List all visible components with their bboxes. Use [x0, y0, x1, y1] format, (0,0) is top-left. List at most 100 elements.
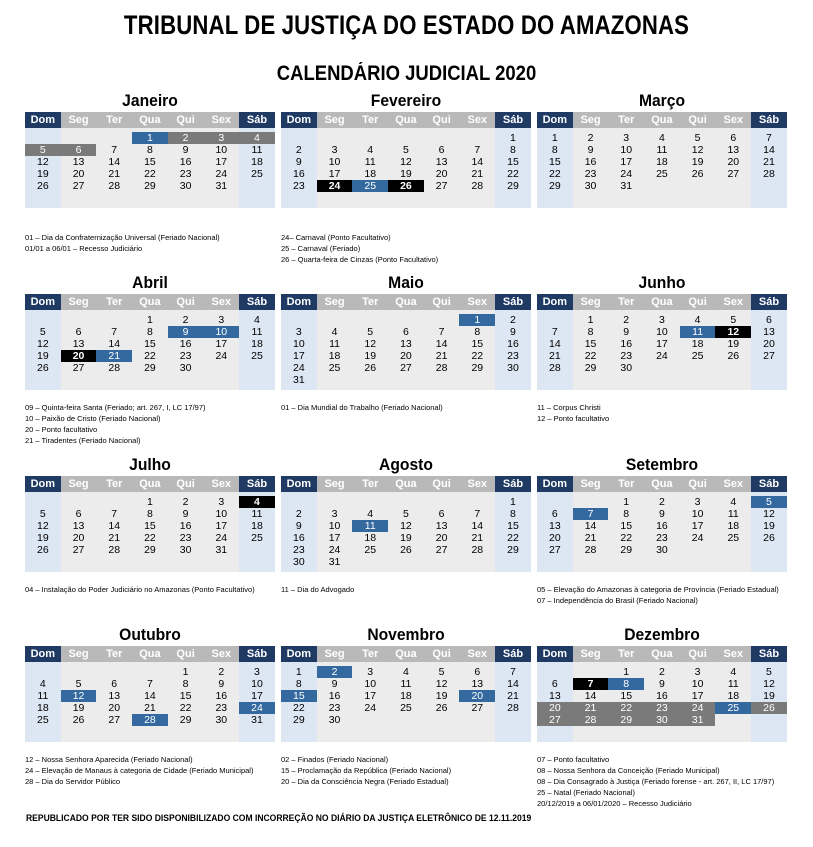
- day-cell: 9: [167, 326, 204, 338]
- day-cell: 29: [549, 180, 561, 192]
- week-row: 20 21 22 23 24 25 26: [537, 532, 787, 544]
- day-cell: 10: [656, 326, 668, 338]
- empty-cell: [495, 714, 531, 726]
- day-cell: 6: [730, 132, 737, 144]
- empty-cell: [203, 362, 239, 374]
- day-cell: 2: [167, 132, 204, 144]
- day-cell: 22: [144, 532, 156, 544]
- day-cell: 20: [727, 156, 740, 168]
- weekday-label: Qua: [132, 646, 168, 662]
- day-cell: 9: [331, 678, 338, 690]
- note-line: 07 – Ponto facultativo: [537, 755, 610, 764]
- weekday-label: Sáb: [239, 112, 275, 128]
- weekday-header: Dom Seg Ter Qua Qui Sex Sáb: [281, 476, 531, 492]
- day-cell: 22: [620, 532, 633, 544]
- week-row: 1 2 3 4 5 6 7: [281, 666, 531, 678]
- day-cell: 13: [549, 520, 561, 532]
- weekday-label: Qua: [644, 112, 680, 128]
- weekday-label: Ter: [96, 476, 133, 492]
- day-cell: 19: [37, 168, 49, 180]
- week-row: 27 28 29 30: [537, 544, 787, 556]
- day-cell: 29: [179, 714, 192, 726]
- day-cell: 16: [179, 520, 192, 532]
- day-cell: 31: [215, 180, 228, 192]
- week-row: 20 21 22 23 24 25 26: [537, 702, 787, 714]
- note-line: 01 – Dia da Confraternização Universal (…: [25, 233, 220, 242]
- day-cell: 24: [239, 702, 275, 714]
- day-cell: 30: [179, 180, 192, 192]
- day-cell: 7: [111, 326, 118, 338]
- day-cell: 23: [293, 544, 305, 556]
- weekday-label: Dom: [537, 646, 573, 662]
- holiday-notes-novembro: 02 – Finados (Feriado Nacional) 15 – Proc…: [281, 754, 451, 787]
- weekday-label: Ter: [608, 646, 645, 662]
- week-row: 1 2 3 4 5: [537, 666, 787, 678]
- day-cell: 17: [215, 156, 228, 168]
- weekday-label: Dom: [25, 476, 61, 492]
- empty-cell: [751, 362, 787, 374]
- day-cell: 22: [293, 702, 305, 714]
- month-name: Setembro: [625, 455, 699, 474]
- day-cell: 2: [218, 666, 225, 678]
- day-cell: 16: [656, 690, 668, 702]
- day-cell: 9: [510, 326, 516, 338]
- day-cell: 10: [364, 678, 377, 690]
- day-cell: 15: [620, 520, 633, 532]
- day-cell: 24: [364, 702, 377, 714]
- day-cell: 2: [316, 666, 353, 678]
- day-cell: 23: [507, 350, 519, 362]
- day-cell: 30: [179, 544, 192, 556]
- empty-cell: [25, 314, 61, 326]
- day-cell: 1: [587, 314, 594, 326]
- day-cell: 20: [549, 532, 561, 544]
- holiday-notes-agosto: 11 – Dia do Advogado: [281, 584, 354, 595]
- week-row: 26 27 28 29 30 31: [25, 180, 275, 192]
- weekday-label: Seg: [316, 112, 353, 128]
- day-cell: 8: [608, 678, 645, 690]
- week-row: 9 10 11 12 13 14 15: [281, 156, 531, 168]
- week-row: 23 24 25 26 27 28 29: [281, 544, 531, 556]
- empty-cell: [424, 132, 460, 144]
- day-cell: 2: [295, 508, 302, 520]
- month-table: Dom Seg Ter Qua Qui Sex Sáb 1 2 3 4 5 6 7 8 9 10 11 12 13 14…: [537, 112, 787, 208]
- day-cell: 21: [435, 350, 448, 362]
- day-cell: 13: [727, 144, 740, 156]
- day-cell: 14: [584, 690, 597, 702]
- day-cell: 8: [587, 326, 594, 338]
- day-cell: 8: [146, 508, 153, 520]
- day-cell: 7: [438, 326, 445, 338]
- day-cell: 28: [435, 362, 448, 374]
- note-line: 20 – Ponto facultativo: [25, 425, 98, 434]
- weekday-label: Seg: [316, 476, 353, 492]
- week-row: 22 23 24 25 26 27 28: [537, 168, 787, 180]
- weekday-label: Qui: [679, 294, 716, 310]
- week-row: 13 14 15 16 17 18 19: [537, 520, 787, 532]
- day-cell: 3: [203, 132, 240, 144]
- day-cell: 3: [218, 496, 225, 508]
- day-cell: 29: [293, 714, 305, 726]
- empty-cell: [61, 666, 97, 678]
- weekday-label: Qua: [132, 112, 168, 128]
- empty-cell: [424, 314, 460, 326]
- day-cell: 4: [254, 314, 260, 326]
- day-cell: 11: [656, 144, 668, 156]
- month-table: Dom Seg Ter Qua Qui Sex Sáb 1 2 3 4 5 6 7 8 9 10 11 12 13 14…: [281, 476, 531, 572]
- day-cell: 28: [108, 180, 121, 192]
- day-cell: 13: [72, 156, 85, 168]
- weekday-label: Sáb: [751, 294, 787, 310]
- weekday-label: Ter: [608, 112, 645, 128]
- day-cell: 14: [108, 156, 121, 168]
- day-cell: 20: [60, 350, 97, 362]
- week-row: 14 15 16 17 18 19 20: [537, 338, 787, 350]
- weekday-header: Dom Seg Ter Qua Qui Sex Sáb: [537, 294, 787, 310]
- day-cell: 1: [146, 496, 153, 508]
- day-cell: 3: [367, 666, 374, 678]
- day-cell: 20: [435, 168, 448, 180]
- day-cell: 13: [763, 326, 775, 338]
- week-row: 8 9 10 11 12 13 14: [281, 678, 531, 690]
- day-cell: 12: [691, 144, 704, 156]
- day-cell: 27: [435, 180, 448, 192]
- day-cell: 26: [388, 180, 424, 192]
- weekday-label: Sex: [203, 294, 240, 310]
- empty-cell: [96, 132, 132, 144]
